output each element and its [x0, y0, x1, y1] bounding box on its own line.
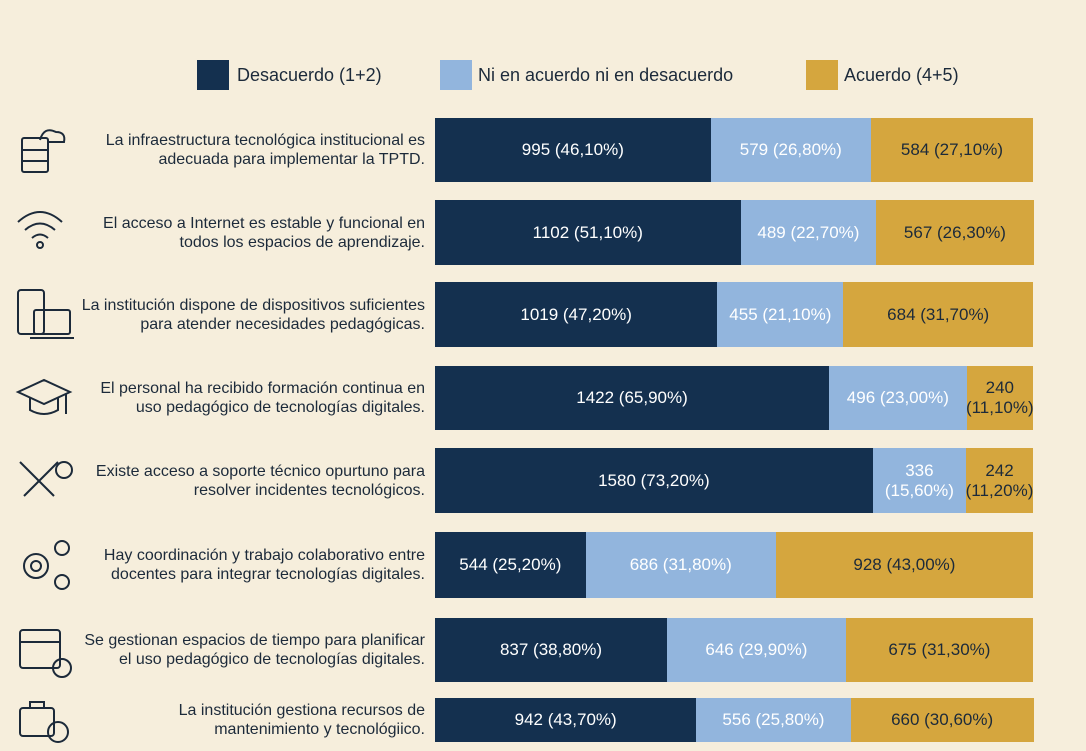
bar-segment: 675 (31,30%)	[845, 618, 1033, 682]
bar-segment: 660 (30,60%)	[850, 698, 1034, 742]
category-label: Se gestionan espacios de tiempo para pla…	[84, 632, 425, 668]
bar-segment: 489 (22,70%)	[740, 200, 877, 265]
value-label: 684 (31,70%)	[887, 304, 990, 324]
value-label: 995 (46,10%)	[521, 140, 624, 159]
value-label: 242 (11,20%)	[965, 460, 1034, 500]
bar-segment: 556 (25,80%)	[696, 698, 851, 742]
category-label: El personal ha recibido formación contin…	[100, 380, 425, 416]
bar-segment: 684 (31,70%)	[843, 282, 1033, 347]
bar-segment: 928 (43,00%)	[775, 532, 1033, 598]
category-label: La infraestructura tecnológica instituci…	[105, 132, 425, 168]
value-label: 496 (23,00%)	[846, 388, 949, 407]
value-label: 489 (22,70%)	[757, 222, 860, 242]
value-label: 544 (25,20%)	[459, 555, 562, 574]
value-label: 240 (11,10%)	[965, 378, 1034, 417]
bar-segment: 242 (11,20%)	[966, 448, 1033, 513]
bar-segment: 942 (43,70%)	[435, 698, 697, 742]
value-label: 455 (21,10%)	[729, 304, 832, 324]
legend-label: Acuerdo (4+5)	[844, 65, 959, 85]
value-label: 646 (29,90%)	[705, 640, 808, 659]
bar-segment: 1422 (65,90%)	[435, 366, 830, 430]
bar-segment: 1580 (73,20%)	[435, 448, 873, 513]
value-label: 556 (25,80%)	[722, 710, 825, 729]
bar-segment: 579 (26,80%)	[710, 118, 871, 182]
bar-segment: 584 (27,10%)	[870, 118, 1033, 182]
bar-segment: 837 (38,80%)	[435, 618, 668, 682]
category-label: Hay coordinación y trabajo colaborativo …	[103, 547, 425, 583]
value-label: 942 (43,70%)	[514, 710, 617, 729]
value-label: 1102 (51,10%)	[532, 222, 643, 242]
category-label: La institución dispone de dispositivos s…	[81, 296, 425, 333]
legend-swatch	[440, 60, 472, 90]
value-label: 686 (31,80%)	[629, 555, 732, 574]
value-label: 928 (43,00%)	[853, 555, 956, 574]
value-label: 336 (15,60%)	[884, 460, 954, 500]
legend-swatch	[806, 60, 838, 90]
value-label: 567 (26,30%)	[903, 222, 1006, 242]
bar-segment: 646 (29,90%)	[667, 618, 846, 682]
bar-segment: 1102 (51,10%)	[435, 200, 741, 265]
bar-segment: 995 (46,10%)	[435, 118, 711, 182]
value-label: 1422 (65,90%)	[576, 388, 688, 407]
value-label: 1019 (47,20%)	[520, 304, 632, 324]
legend-swatch	[197, 60, 229, 90]
bar-segment: 240 (11,10%)	[965, 366, 1034, 430]
legend-label: Ni en acuerdo ni en desacuerdo	[478, 65, 734, 85]
bar-segment: 1019 (47,20%)	[435, 282, 718, 347]
bar-segment: 455 (21,10%)	[717, 282, 844, 347]
bar-segment: 336 (15,60%)	[872, 448, 967, 513]
value-label: 584 (27,10%)	[900, 140, 1003, 159]
category-label: El acceso a Internet es estable y funcio…	[103, 214, 425, 251]
category-label: La institución gestiona recursos de mant…	[178, 702, 425, 738]
value-label: 579 (26,80%)	[739, 140, 842, 159]
bar-segment: 567 (26,30%)	[876, 200, 1034, 265]
value-label: 837 (38,80%)	[499, 640, 603, 659]
category-label: Existe acceso a soporte técnico opurtuno…	[95, 462, 425, 499]
bar-segment: 686 (31,80%)	[585, 532, 776, 598]
bar-segment: 544 (25,20%)	[435, 532, 586, 598]
bar-segment: 496 (23,00%)	[829, 366, 967, 430]
value-label: 660 (30,60%)	[891, 710, 994, 729]
value-label: 675 (31,30%)	[888, 640, 991, 659]
legend-label: Desacuerdo (1+2)	[237, 65, 382, 85]
value-label: 1580 (73,20%)	[598, 470, 710, 490]
